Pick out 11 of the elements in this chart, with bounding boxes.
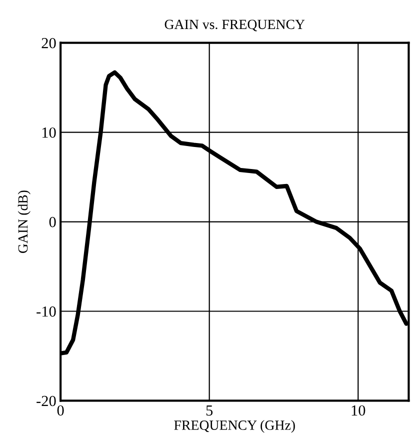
y-axis-title: GAIN (dB)	[18, 190, 30, 254]
chart-title: GAIN vs. FREQUENCY	[164, 20, 305, 32]
x-tick-label: 5	[206, 405, 213, 416]
x-axis-title: FREQUENCY (GHz)	[174, 420, 295, 433]
y-tick-label: 10	[42, 127, 56, 138]
x-tick-label: 0	[57, 405, 64, 416]
y-tick-label: -10	[36, 306, 56, 317]
x-tick-label: 10	[352, 405, 366, 416]
y-tick-label: 0	[49, 216, 56, 228]
y-tick-label: -20	[36, 396, 56, 406]
y-tick-label: 20	[42, 38, 56, 48]
